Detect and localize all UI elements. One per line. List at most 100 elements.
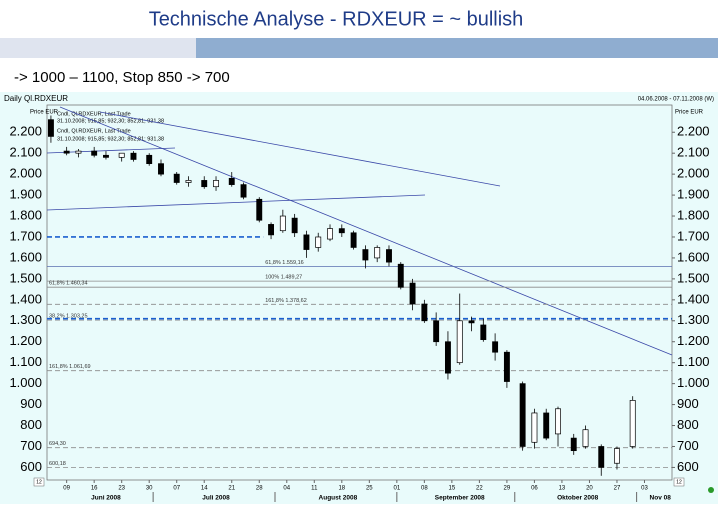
- fib-label: 161,8% 1.378,62: [265, 298, 307, 304]
- month-label: September 2008: [435, 495, 485, 502]
- candle-body: [629, 400, 636, 447]
- x-tick-label: 23: [118, 486, 125, 492]
- candle-body: [444, 341, 451, 374]
- candle-body: [543, 412, 550, 439]
- y-tick-label-left: 800: [20, 417, 42, 432]
- y-tick-label-right: 700: [677, 438, 699, 453]
- fib-label: 61,8% 1.559,16: [265, 260, 304, 266]
- y-tick-label-left: 1.800: [9, 207, 42, 222]
- y-tick-label-left: 700: [20, 438, 42, 453]
- slide-title: Technische Analyse - RDXEUR = ~ bullish: [149, 8, 524, 30]
- candle-body: [228, 177, 235, 185]
- candle-body: [173, 173, 180, 183]
- plot-frame: [46, 104, 673, 481]
- axis-label-right: Price EUR: [675, 110, 704, 116]
- y-tick-label-left: 1.000: [9, 375, 42, 390]
- y-tick-label-left: 2.000: [9, 166, 42, 181]
- y-tick-label-right: 1.400: [677, 291, 710, 306]
- candle-body: [201, 180, 208, 188]
- corner-box: [673, 477, 685, 487]
- annotation: Cndl, Ql.RDXEUR, Last Trade: [57, 128, 131, 134]
- candle-body: [362, 249, 369, 261]
- x-tick-label: 04: [283, 486, 290, 492]
- y-tick-label-right: 1.300: [677, 312, 710, 327]
- candle-body: [75, 150, 82, 154]
- candle-body: [213, 180, 219, 188]
- x-tick-label: 29: [504, 486, 511, 492]
- title-bar-left: [0, 38, 196, 58]
- candle-body: [480, 324, 487, 340]
- y-tick-label-left: 1.600: [9, 249, 42, 264]
- y-tick-label-left: 2.100: [9, 145, 42, 160]
- x-tick-label: 03: [641, 486, 648, 492]
- candle-body: [256, 198, 263, 221]
- candle-body: [555, 408, 561, 435]
- y-tick-label-left: 1.500: [9, 270, 42, 285]
- candle-body: [268, 224, 275, 236]
- candle-body: [374, 247, 381, 259]
- x-tick-label: 01: [393, 486, 400, 492]
- candle-body: [456, 320, 463, 364]
- candle-body: [315, 236, 322, 248]
- x-tick-label: 25: [366, 486, 373, 492]
- status-dot: [708, 487, 714, 493]
- month-label: Juli 2008: [202, 495, 230, 502]
- candle-body: [519, 383, 526, 447]
- x-tick-label: 07: [173, 486, 180, 492]
- annotation: Cndl, Ql.RDXEUR, Last Trade: [57, 111, 131, 117]
- candle-body: [531, 412, 538, 443]
- title-bar-right: [196, 38, 718, 58]
- candle-body: [103, 154, 109, 158]
- trend-line: [46, 194, 426, 211]
- candle-body: [598, 446, 605, 468]
- y-tick-label-right: 2.100: [677, 145, 710, 160]
- x-tick-label: 08: [421, 486, 428, 492]
- corner-box: [33, 477, 45, 487]
- chart-background: [0, 92, 718, 504]
- y-tick-label-right: 1.200: [677, 333, 710, 348]
- candle-body: [185, 180, 192, 183]
- fib-label: 38,2% 1.303,25: [49, 314, 88, 320]
- candle-body: [421, 303, 428, 322]
- candle-body: [118, 152, 125, 158]
- candle-body: [503, 351, 510, 382]
- candle-body: [582, 429, 589, 447]
- candle-body: [291, 217, 298, 234]
- candle-body: [146, 154, 153, 165]
- trend-lines: [46, 106, 673, 356]
- x-tick-label: 18: [338, 486, 345, 492]
- subtitle: -> 1000 – 1100, Stop 850 -> 700: [14, 69, 230, 86]
- y-tick-label-left: 1.900: [9, 187, 42, 202]
- x-tick-label: 20: [586, 486, 593, 492]
- candle-body: [327, 228, 333, 240]
- y-tick-label-left: 900: [20, 396, 42, 411]
- axis-label-left: Price EUR: [30, 110, 59, 116]
- y-tick-label-right: 600: [677, 459, 699, 474]
- fib-label: 100% 1.489,27: [265, 275, 302, 281]
- x-tick-label: 21: [228, 486, 235, 492]
- y-tick-label-right: 1.100: [677, 354, 710, 369]
- y-tick-label-left: 1.700: [9, 228, 42, 243]
- x-tick-label: 15: [449, 486, 456, 492]
- x-tick-label: 13: [559, 486, 566, 492]
- candle-body: [468, 320, 475, 324]
- x-tick-label: 30: [146, 486, 153, 492]
- x-tick-label: 27: [614, 486, 621, 492]
- y-tick-label-right: 1.700: [677, 228, 710, 243]
- y-tick-label-right: 1.000: [677, 375, 710, 390]
- candle-body: [303, 234, 310, 250]
- candle-body: [279, 215, 286, 232]
- annotation: 31.10.2008; 915,85; 932,30; 852,81; 931,…: [57, 118, 164, 124]
- x-tick-label: 09: [63, 486, 70, 492]
- month-label: August 2008: [319, 495, 358, 502]
- candle-body: [338, 228, 345, 234]
- y-tick-label-left: 1.100: [9, 354, 42, 369]
- chart-name: Daily Ql.RDXEUR: [4, 94, 68, 103]
- candle-body: [614, 448, 620, 464]
- trend-line: [99, 111, 501, 187]
- y-tick-label-right: 2.000: [677, 166, 710, 181]
- annotation: 31.10.2008; 915,85; 932,30; 852,81; 931,…: [57, 136, 164, 142]
- fib-label: 600,18: [49, 461, 66, 467]
- y-tick-label-left: 600: [20, 459, 42, 474]
